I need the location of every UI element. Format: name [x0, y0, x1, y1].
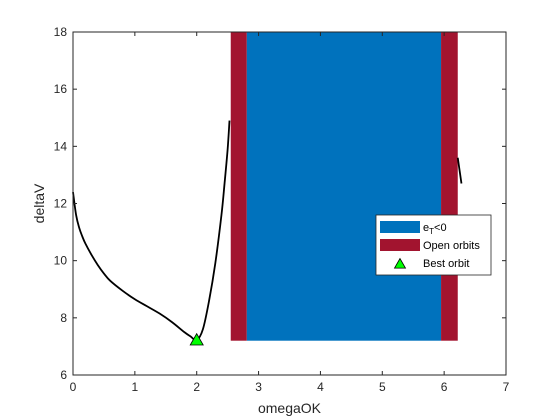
legend-swatch — [380, 239, 420, 251]
series-line-2 — [456, 157, 463, 184]
x-tick-label: 0 — [70, 380, 77, 394]
legend-triangle-swatch — [393, 257, 407, 269]
x-tick-label: 5 — [379, 380, 386, 394]
y-axis-label: deltaV — [31, 183, 47, 223]
y-tick-label: 6 — [60, 368, 67, 382]
legend-swatch — [380, 221, 420, 233]
y-axis-ticks: 6 8 10 12 14 16 18 — [54, 25, 506, 382]
best-orbit-marker — [189, 332, 204, 346]
region-open-orbits — [230, 32, 247, 341]
legend-label: eT<0 — [423, 222, 447, 236]
y-tick-label: 18 — [54, 25, 68, 39]
data-markers — [189, 332, 204, 346]
legend-label: Open orbits — [423, 240, 480, 252]
y-tick-label: 10 — [54, 254, 68, 268]
x-axis-ticks: 0 1 2 3 4 5 6 7 — [70, 32, 510, 394]
region-open-orbits — [441, 32, 458, 341]
x-tick-label: 6 — [441, 380, 448, 394]
data-lines — [72, 120, 463, 342]
shaded-regions — [230, 32, 458, 341]
region-e-t-0 — [246, 32, 442, 341]
legend: eT<0 Open orbits Best orbit — [375, 214, 492, 276]
y-tick-label: 14 — [54, 139, 68, 153]
x-tick-label: 3 — [255, 380, 262, 394]
y-tick-label: 12 — [54, 197, 68, 211]
x-tick-label: 4 — [317, 380, 324, 394]
y-tick-label: 8 — [60, 311, 67, 325]
x-tick-label: 7 — [503, 380, 510, 394]
series-line-1 — [72, 120, 231, 342]
x-tick-label: 2 — [193, 380, 200, 394]
x-axis-label: omegaOK — [258, 400, 322, 416]
legend-label: Best orbit — [423, 258, 469, 270]
x-tick-label: 1 — [132, 380, 139, 394]
y-tick-label: 16 — [54, 82, 68, 96]
